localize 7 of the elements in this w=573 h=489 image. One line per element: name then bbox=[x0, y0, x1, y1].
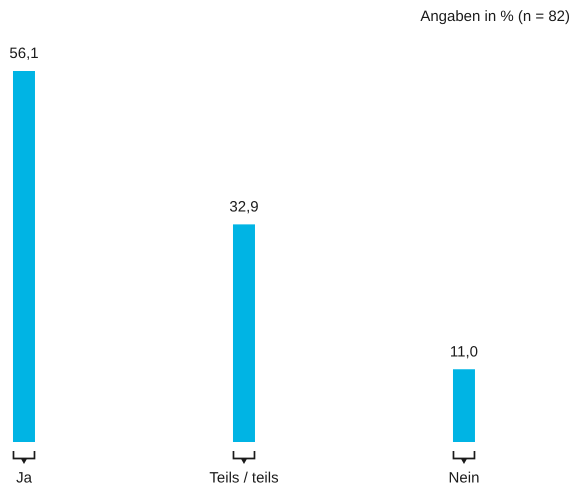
data-label: 56,1 bbox=[9, 45, 39, 62]
data-label: 11,0 bbox=[450, 343, 478, 360]
data-label: 32,9 bbox=[229, 198, 259, 216]
text: Angaben in % (n = 82) bbox=[420, 8, 570, 25]
x-tick-label: Ja bbox=[16, 470, 33, 486]
x-tick-label: Nein bbox=[448, 470, 480, 486]
x-tick-label: Teils / teils bbox=[209, 470, 279, 486]
